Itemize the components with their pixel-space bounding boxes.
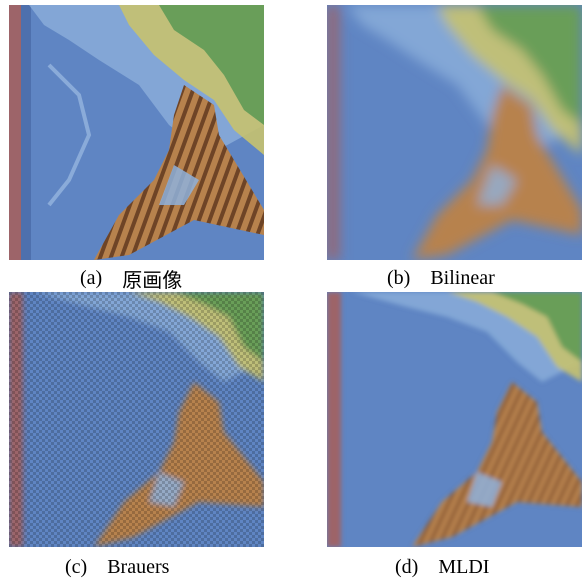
map-image-mldi	[327, 292, 582, 547]
caption-c-letter: (c)	[65, 555, 88, 578]
panel-c-brauers-image	[9, 292, 264, 547]
caption-b-label: Bilinear	[430, 266, 495, 289]
caption-a-letter: (a)	[80, 266, 103, 289]
caption-a-label: 原画像	[122, 267, 183, 292]
panel-b-bilinear-image	[327, 5, 582, 260]
map-image-original	[9, 5, 264, 260]
caption-d-label: MLDI	[438, 555, 490, 578]
caption-b-letter: (b)	[387, 266, 411, 289]
map-image-brauers	[9, 292, 264, 547]
caption-b: (b) Bilinear	[387, 265, 495, 291]
map-image-bilinear	[327, 5, 582, 260]
caption-c-label: Brauers	[107, 555, 170, 578]
caption-a: (a) 原画像	[80, 265, 183, 292]
caption-d-letter: (d)	[395, 555, 419, 578]
panel-a-original-image	[9, 5, 264, 260]
caption-c: (c) Brauers	[65, 554, 169, 580]
caption-d: (d) MLDI	[395, 554, 489, 580]
panel-d-mldi-image	[327, 292, 582, 547]
